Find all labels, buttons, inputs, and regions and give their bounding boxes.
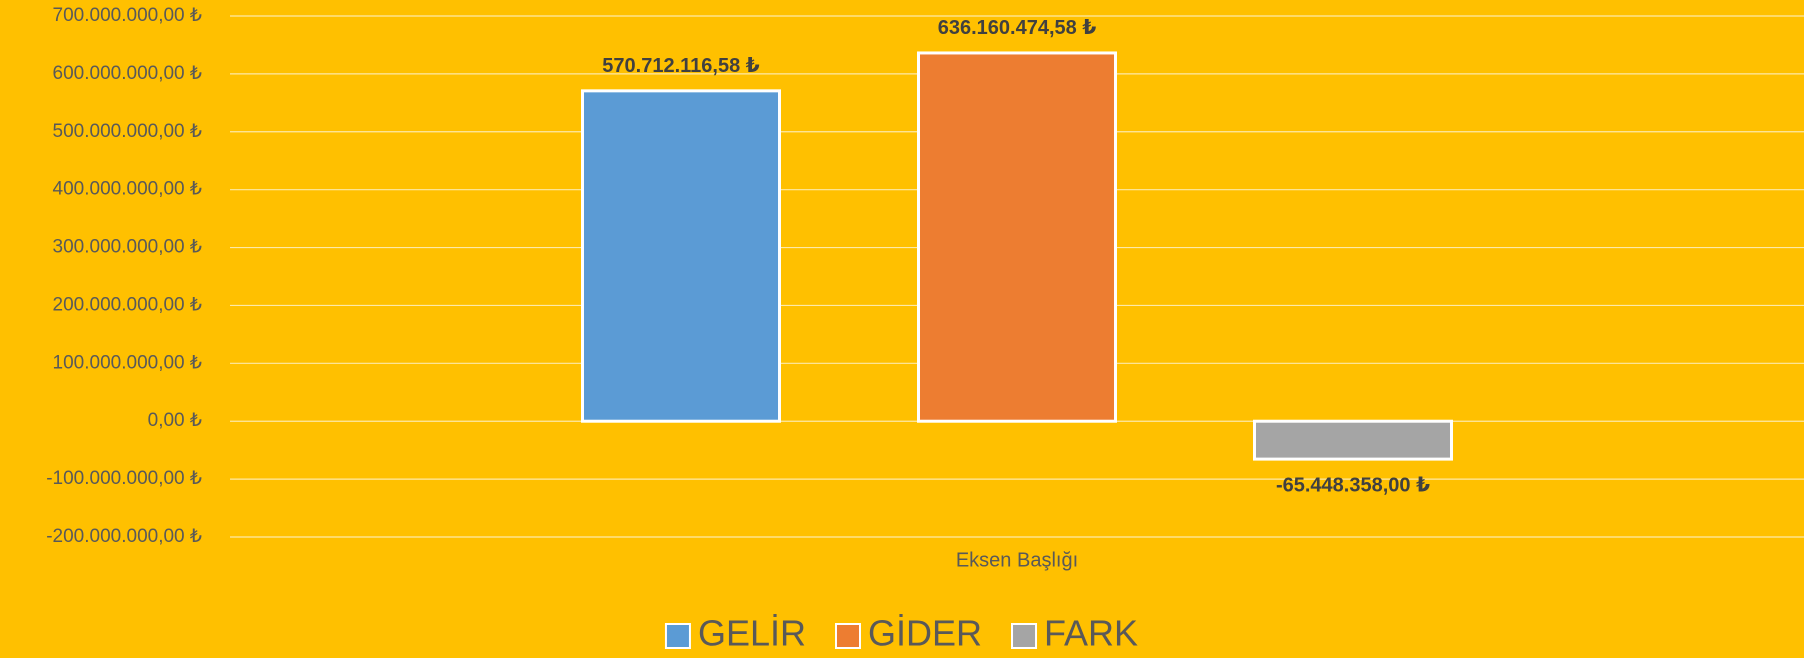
y-tick-label: -100.000.000,00 ₺ xyxy=(46,468,202,489)
legend-label: GELİR xyxy=(698,613,806,654)
data-label: 570.712.116,58 ₺ xyxy=(602,55,759,77)
y-tick-label: 300.000.000,00 ₺ xyxy=(53,237,202,258)
data-label: -65.448.358,00 ₺ xyxy=(1276,474,1430,496)
legend-label: GİDER xyxy=(868,613,982,654)
y-tick-label: 600.000.000,00 ₺ xyxy=(53,63,202,84)
y-tick-label: 400.000.000,00 ₺ xyxy=(53,179,202,200)
bar xyxy=(1253,419,1453,461)
legend-label: FARK xyxy=(1044,613,1138,654)
bar xyxy=(581,89,781,423)
data-label: 636.160.474,58 ₺ xyxy=(938,17,1097,39)
y-tick-label: 200.000.000,00 ₺ xyxy=(53,294,202,315)
y-tick-label: 500.000.000,00 ₺ xyxy=(53,121,202,142)
legend-swatch xyxy=(664,623,691,649)
legend-swatch xyxy=(835,623,861,649)
y-tick-label: 700.000.000,00 ₺ xyxy=(53,5,202,26)
y-tick-label: -200.000.000,00 ₺ xyxy=(46,526,202,547)
x-tick-label: Eksen Başlığı xyxy=(956,549,1078,571)
y-tick-label: 100.000.000,00 ₺ xyxy=(53,352,202,373)
y-tick-label: 0,00 ₺ xyxy=(148,410,202,431)
legend-swatch xyxy=(1011,623,1038,649)
bar xyxy=(917,51,1117,423)
